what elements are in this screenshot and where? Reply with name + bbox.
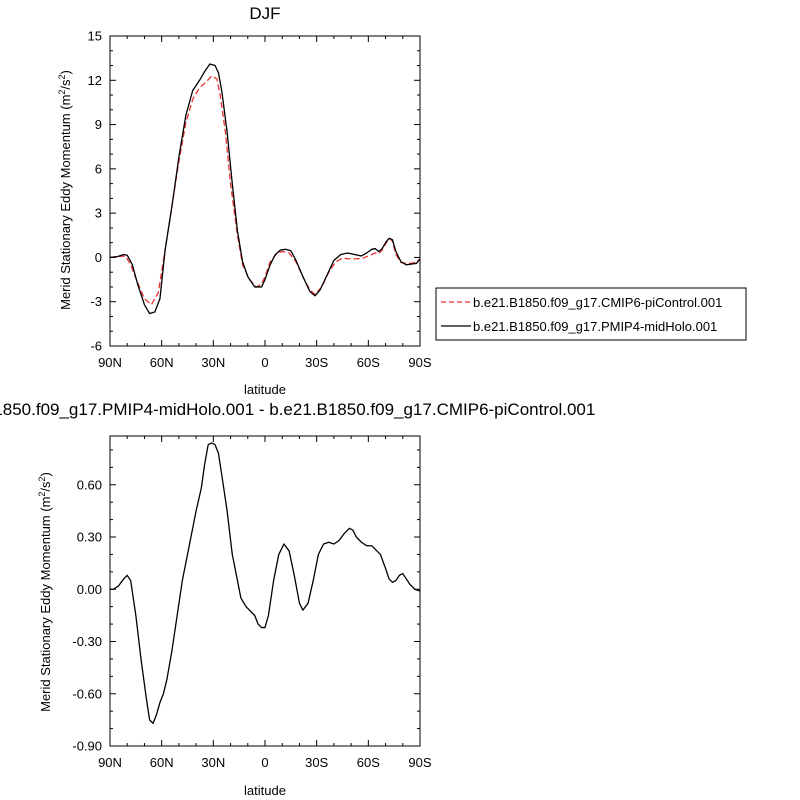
top-x-tick-label: 60N xyxy=(150,355,174,370)
top-x-tick-label: 90S xyxy=(408,355,431,370)
bottom-y-tick-label: 0.00 xyxy=(77,582,102,597)
top-y-label-sup1: 2 xyxy=(57,90,67,95)
top-x-tick-label: 30S xyxy=(305,355,328,370)
bottom-y-label-end: ) xyxy=(38,472,53,476)
bottom-y-tick-label: -0.60 xyxy=(72,686,102,701)
top-series-line-1 xyxy=(109,63,421,315)
bottom-y-tick-label: 0.30 xyxy=(77,530,102,545)
bottom-x-tick-label: 90S xyxy=(408,755,431,770)
bottom-x-tick-label: 60N xyxy=(150,755,174,770)
top-x-axis-label: latitude xyxy=(244,382,286,397)
legend-label-picontrol: b.e21.B1850.f09_g17.CMIP6-piControl.001 xyxy=(473,295,722,310)
top-y-tick-label: 6 xyxy=(95,161,102,176)
top-series-line-0 xyxy=(109,75,421,306)
legend-label-midholo: b.e21.B1850.f09_g17.PMIP4-midHolo.001 xyxy=(473,319,717,334)
bottom-y-tick-label: -0.90 xyxy=(72,739,102,754)
legend-box xyxy=(435,287,747,341)
bottom-series-line-0 xyxy=(110,442,421,725)
top-y-tick-label: -6 xyxy=(90,339,102,354)
bottom-y-axis-label: Merid Stationary Eddy Momentum (m2/s2) xyxy=(37,472,53,712)
top-x-tick-label: 90N xyxy=(98,355,122,370)
legend: b.e21.B1850.f09_g17.CMIP6-piControl.001 … xyxy=(435,287,747,341)
top-y-tick-label: 9 xyxy=(95,117,102,132)
bottom-x-tick-label: 30S xyxy=(305,755,328,770)
top-y-tick-label: -3 xyxy=(90,294,102,309)
top-plot-area: 90N 60N 30N 0 30S 60S 90S -6 -3 0 3 6 9 12 15 xyxy=(88,29,432,371)
bottom-y-tick-label: -0.30 xyxy=(72,634,102,649)
bottom-y-label-main: Merid Stationary Eddy Momentum (m xyxy=(38,497,53,712)
bottom-x-tick-label: 60S xyxy=(357,755,380,770)
top-y-axis-label: Merid Stationary Eddy Momentum (m2/s2) xyxy=(57,70,73,310)
bottom-y-tick-label: 0.60 xyxy=(77,477,102,492)
top-y-tick-label: 0 xyxy=(95,250,102,265)
bottom-y-label-sup2: 2 xyxy=(37,476,47,481)
bottom-x-tick-label: 90N xyxy=(98,755,122,770)
bottom-plot-area: 90N 60N 30N 0 30S 60S 90S -0.90 -0.60 -0.30 0.00 0.… xyxy=(72,435,432,770)
top-y-label-main: Merid Stationary Eddy Momentum (m xyxy=(58,95,73,310)
top-chart-title: DJF xyxy=(249,4,280,23)
top-y-tick-label: 12 xyxy=(88,73,102,88)
top-x-tick-label: 30N xyxy=(201,355,225,370)
top-plot-frame xyxy=(109,35,421,347)
bottom-panel: b.e21.B1850.f09_g17.PMIP4-midHolo.001 - … xyxy=(0,400,595,798)
bottom-x-tick-label: 0 xyxy=(261,755,268,770)
bottom-plot-frame xyxy=(109,435,421,747)
bottom-x-tick-label: 30N xyxy=(201,755,225,770)
top-x-tick-label: 0 xyxy=(261,355,268,370)
top-y-label-mid: /s xyxy=(58,79,73,90)
top-y-label-end: ) xyxy=(58,70,73,74)
top-y-label-sup2: 2 xyxy=(57,74,67,79)
bottom-y-label-sup1: 2 xyxy=(37,492,47,497)
bottom-x-axis-label: latitude xyxy=(244,783,286,798)
top-panel: DJF 90N 60N 30N 0 30S 60S 90S -6 -3 0 3 6 9 12 15 lati… xyxy=(57,4,432,397)
top-y-tick-label: 3 xyxy=(95,206,102,221)
bottom-chart-title: b.e21.B1850.f09_g17.PMIP4-midHolo.001 - … xyxy=(0,400,595,419)
top-y-tick-label: 15 xyxy=(88,29,102,44)
bottom-y-label-mid: /s xyxy=(38,481,53,492)
top-x-tick-label: 60S xyxy=(357,355,380,370)
